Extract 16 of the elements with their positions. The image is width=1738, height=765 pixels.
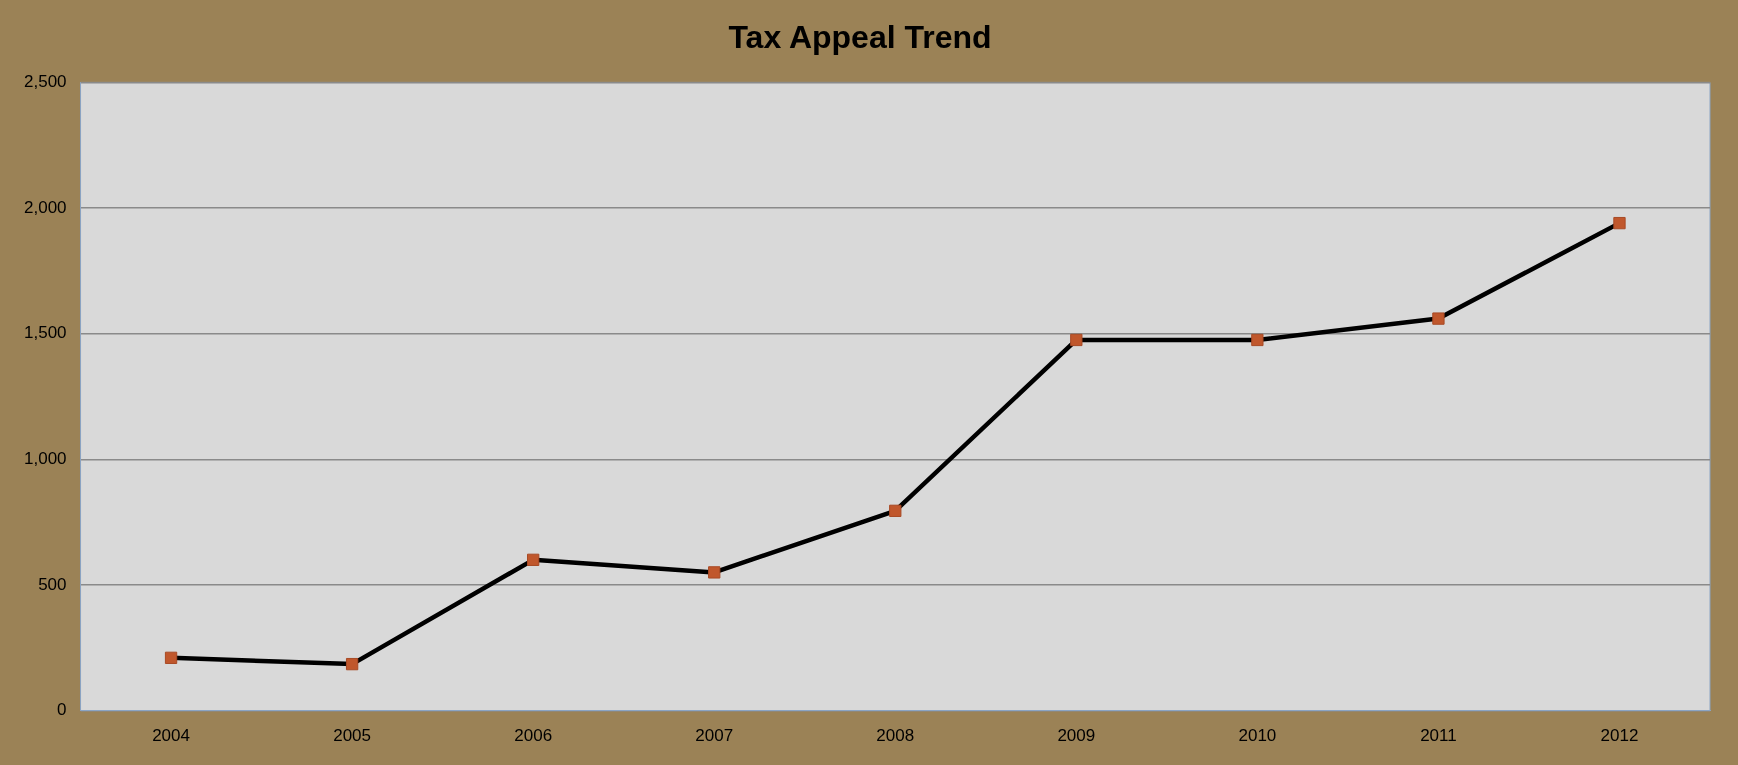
x-tick-label: 2012: [1600, 726, 1639, 746]
x-tick-label: 2007: [695, 726, 734, 746]
y-tick-label: 2,500: [23, 72, 67, 92]
x-tick-label: 2008: [876, 726, 915, 746]
y-tick-label: 0: [57, 700, 67, 720]
x-tick-label: 2009: [1057, 726, 1096, 746]
x-tick-label: 2005: [333, 726, 372, 746]
chart-title: Tax Appeal Trend: [728, 19, 992, 56]
x-tick-label: 2011: [1420, 726, 1457, 746]
x-tick-label: 2006: [514, 726, 553, 746]
x-tick-label: 2010: [1238, 726, 1277, 746]
y-tick-label: 2,000: [23, 197, 67, 217]
x-tick-label: 2004: [152, 726, 190, 746]
y-tick-label: 1,000: [23, 449, 67, 469]
y-tick-label: 1,500: [23, 323, 67, 343]
y-tick-label: 500: [38, 574, 67, 594]
